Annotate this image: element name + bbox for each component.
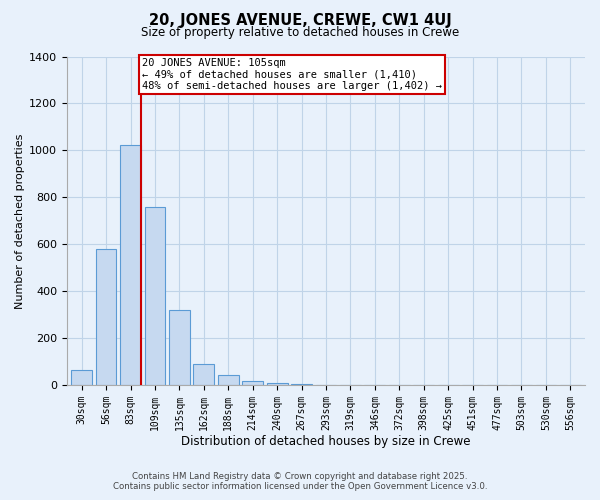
X-axis label: Distribution of detached houses by size in Crewe: Distribution of detached houses by size … bbox=[181, 434, 471, 448]
Bar bbox=[218, 376, 239, 386]
Bar bbox=[145, 207, 166, 386]
Bar bbox=[291, 384, 312, 386]
Text: 20, JONES AVENUE, CREWE, CW1 4UJ: 20, JONES AVENUE, CREWE, CW1 4UJ bbox=[149, 12, 451, 28]
Bar bbox=[267, 383, 287, 386]
Bar bbox=[71, 370, 92, 386]
Bar bbox=[169, 310, 190, 386]
Bar bbox=[96, 249, 116, 386]
Y-axis label: Number of detached properties: Number of detached properties bbox=[15, 133, 25, 308]
Bar bbox=[193, 364, 214, 386]
Text: 20 JONES AVENUE: 105sqm
← 49% of detached houses are smaller (1,410)
48% of semi: 20 JONES AVENUE: 105sqm ← 49% of detache… bbox=[142, 58, 442, 91]
Text: Contains HM Land Registry data © Crown copyright and database right 2025.
Contai: Contains HM Land Registry data © Crown c… bbox=[113, 472, 487, 491]
Bar bbox=[120, 144, 141, 386]
Bar bbox=[242, 380, 263, 386]
Text: Size of property relative to detached houses in Crewe: Size of property relative to detached ho… bbox=[141, 26, 459, 39]
